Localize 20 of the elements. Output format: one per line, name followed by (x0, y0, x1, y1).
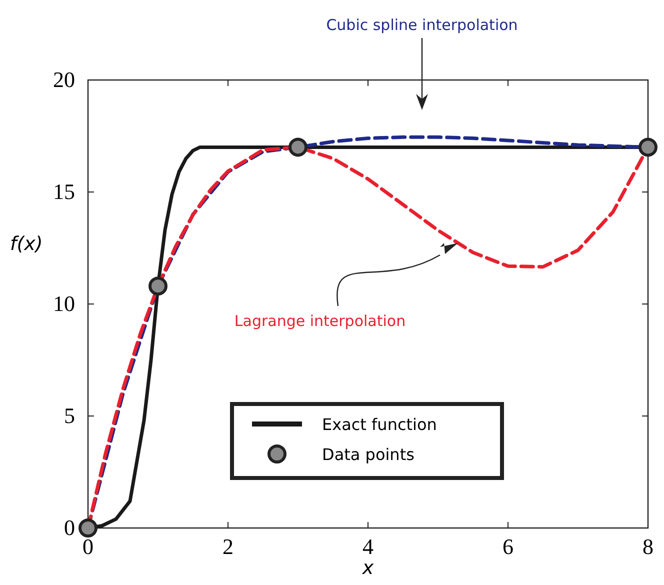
y-tick-label: 0 (64, 515, 75, 540)
x-tick-label: 4 (362, 534, 374, 559)
y-tick-label: 10 (53, 291, 75, 316)
text: Cubic spline interpolation (326, 16, 518, 34)
point (148, 276, 168, 296)
x-tick-label: 8 (642, 534, 654, 559)
legend-label: Data points (322, 445, 414, 464)
legend-label: Exact function (322, 415, 437, 434)
text: Lagrange interpolation (234, 312, 406, 330)
y-tick-label: 15 (53, 179, 75, 204)
point (638, 138, 658, 157)
x-tick-label: 2 (222, 534, 234, 559)
y-tick-label: 20 (53, 67, 75, 92)
point (78, 518, 98, 538)
x-axis-title: x (361, 557, 374, 579)
point (288, 138, 308, 157)
x-tick-label: 0 (82, 534, 94, 559)
y-axis-title: f(x) (10, 233, 43, 255)
x-tick-label: 6 (502, 534, 514, 559)
y-tick-label: 5 (64, 403, 75, 428)
